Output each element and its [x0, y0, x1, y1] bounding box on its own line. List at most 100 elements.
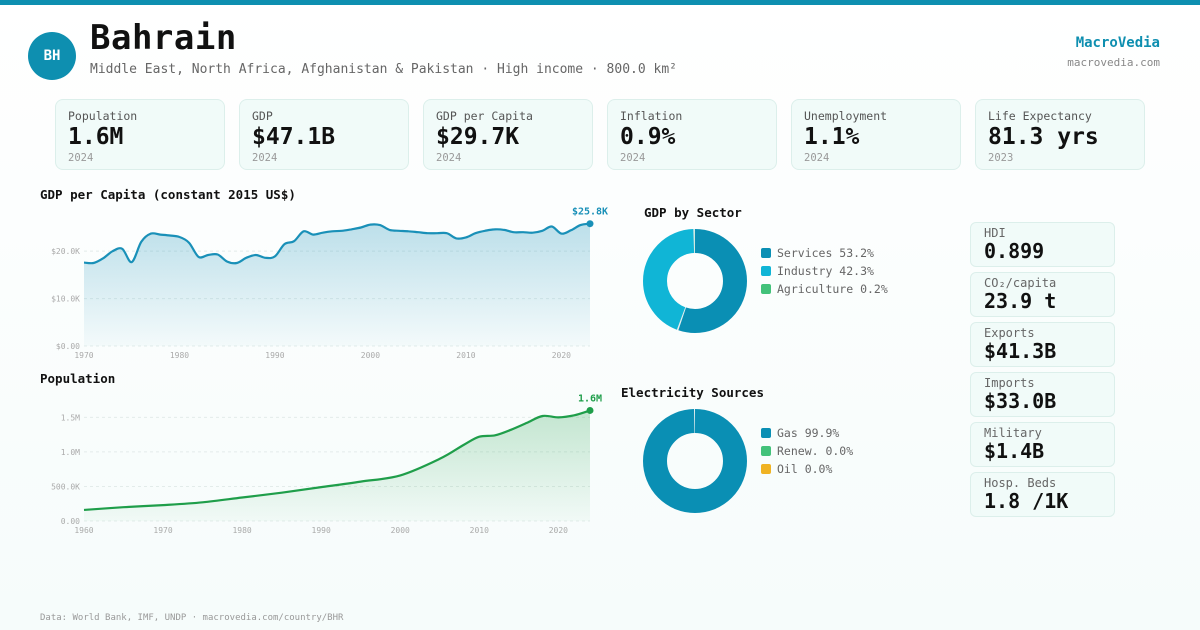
population-chart: 0.00 500.0K 1.0M 1.5M 1960 1970 1980 1990 2000 20… — [51, 393, 602, 535]
data-source-footer: Data: World Bank, IMF, UNDP · macrovedia… — [40, 613, 344, 623]
gas-swatch — [761, 428, 771, 438]
y-tick-label: 500.0K — [51, 482, 80, 491]
services-swatch — [761, 248, 771, 258]
electricity-sources-donut — [643, 409, 747, 513]
kpi-value: 81.3 yrs — [988, 124, 1099, 150]
legend-label: Services 53.2% — [777, 246, 874, 260]
electricity-legend: Gas 99.9% Renew. 0.0% Oil 0.0% — [761, 424, 853, 478]
avatar-initials: BH — [43, 48, 61, 64]
kpi-year: 2024 — [436, 152, 462, 164]
kpi-card-population: Population 1.6M 2024 — [55, 99, 225, 170]
kpi-label: GDP — [252, 109, 273, 123]
gdp-sector-donut — [643, 229, 747, 333]
stat-label: Hosp. Beds — [984, 476, 1057, 490]
electricity-chart-title: Electricity Sources — [621, 385, 764, 400]
x-tick-label: 1970 — [74, 351, 93, 360]
x-tick-label: 1960 — [74, 526, 93, 535]
legend-label: Agriculture 0.2% — [777, 282, 888, 296]
series-area — [84, 410, 590, 521]
stat-card-hdi: HDI 0.899 — [970, 222, 1115, 267]
stat-value: $41.3B — [984, 339, 1057, 363]
country-avatar: BH — [28, 32, 76, 80]
kpi-label: Population — [68, 109, 138, 123]
kpi-year: 2024 — [620, 152, 646, 164]
sector-chart-title: GDP by Sector — [644, 205, 742, 220]
top-accent-bar — [0, 0, 1200, 5]
slice-gas — [643, 409, 747, 513]
population-chart-title: Population — [40, 371, 116, 386]
legend-item-gas: Gas 99.9% — [761, 424, 853, 442]
stat-card-co2: CO₂/capita 23.9 t — [970, 272, 1115, 317]
kpi-year: 2024 — [68, 152, 94, 164]
kpi-value: 1.1% — [804, 124, 860, 150]
renew-swatch — [761, 446, 771, 456]
brand-url[interactable]: macrovedia.com — [1067, 56, 1160, 69]
legend-item-industry: Industry 42.3% — [761, 262, 888, 280]
x-tick-label: 1980 — [170, 351, 189, 360]
last-point — [586, 406, 594, 414]
x-tick-label: 2020 — [549, 526, 568, 535]
stat-card-imports: Imports $33.0B — [970, 372, 1115, 417]
x-tick-label: 2020 — [552, 351, 571, 360]
stat-value: 0.899 — [984, 239, 1045, 263]
slice-agriculture — [643, 229, 747, 333]
agriculture-swatch — [761, 284, 771, 294]
series-area — [84, 223, 590, 346]
kpi-card-gdp: GDP $47.1B 2024 — [239, 99, 409, 170]
stat-label: Exports — [984, 326, 1035, 340]
y-tick-label: 1.0M — [61, 448, 80, 457]
stat-card-hospital-beds: Hosp. Beds 1.8 /1K — [970, 472, 1115, 517]
series-line — [83, 409, 591, 512]
kpi-label: GDP per Capita — [436, 109, 533, 123]
stat-value: 1.8 /1K — [984, 489, 1069, 513]
legend-label: Renew. 0.0% — [777, 444, 854, 458]
gdp-chart-title: GDP per Capita (constant 2015 US$) — [40, 187, 296, 202]
last-point — [586, 220, 594, 228]
legend-item-services: Services 53.2% — [761, 244, 888, 262]
kpi-card-life-expectancy: Life Expectancy 81.3 yrs 2023 — [975, 99, 1145, 170]
stat-label: Imports — [984, 376, 1035, 390]
end-value-label: $25.8K — [572, 207, 608, 218]
slice-industry — [643, 229, 747, 333]
stat-value: $33.0B — [984, 389, 1057, 413]
y-tick-label: 0.00 — [61, 517, 80, 526]
x-tick-label: 2010 — [470, 526, 489, 535]
legend-label: Gas 99.9% — [777, 426, 840, 440]
kpi-value: 1.6M — [68, 124, 124, 150]
page-subtitle: Middle East, North Africa, Afghanistan &… — [90, 62, 677, 77]
x-tick-label: 2000 — [391, 526, 410, 535]
y-tick-label: $10.0K — [51, 295, 80, 304]
x-tick-label: 1990 — [265, 351, 284, 360]
legend-label: Oil 0.0% — [777, 462, 833, 476]
y-tick-label: $20.0K — [51, 247, 80, 256]
end-value-label: 1.6M — [578, 393, 602, 404]
y-tick-label: 1.5M — [61, 413, 80, 422]
page-title: Bahrain — [90, 18, 237, 58]
stat-card-military: Military $1.4B — [970, 422, 1115, 467]
gdp-per-capita-chart: $0.00 $10.0K $20.0K 1970 1980 1990 2000 2010 202… — [51, 207, 608, 360]
x-tick-label: 2000 — [361, 351, 380, 360]
legend-item-renew: Renew. 0.0% — [761, 442, 853, 460]
stat-label: CO₂/capita — [984, 276, 1057, 290]
kpi-value: 0.9% — [620, 124, 676, 150]
kpi-card-inflation: Inflation 0.9% 2024 — [607, 99, 777, 170]
brand-name[interactable]: MacroVedia — [1075, 35, 1160, 51]
kpi-value: $29.7K — [436, 124, 520, 150]
sector-legend: Services 53.2% Industry 42.3% Agricultur… — [761, 244, 888, 298]
kpi-card-unemployment: Unemployment 1.1% 2024 — [791, 99, 961, 170]
legend-label: Industry 42.3% — [777, 264, 874, 278]
industry-swatch — [761, 266, 771, 276]
legend-item-oil: Oil 0.0% — [761, 460, 853, 478]
kpi-label: Unemployment — [804, 109, 888, 123]
y-tick-label: $0.00 — [56, 342, 80, 351]
kpi-year: 2024 — [804, 152, 830, 164]
x-tick-label: 2010 — [456, 351, 475, 360]
oil-swatch — [761, 464, 771, 474]
stat-label: HDI — [984, 226, 1006, 240]
stat-card-exports: Exports $41.3B — [970, 322, 1115, 367]
x-tick-label: 1990 — [312, 526, 331, 535]
kpi-value: $47.1B — [252, 124, 336, 150]
kpi-year: 2024 — [252, 152, 278, 164]
kpi-label: Life Expectancy — [988, 109, 1092, 123]
kpi-card-gdp-per-capita: GDP per Capita $29.7K 2024 — [423, 99, 593, 170]
